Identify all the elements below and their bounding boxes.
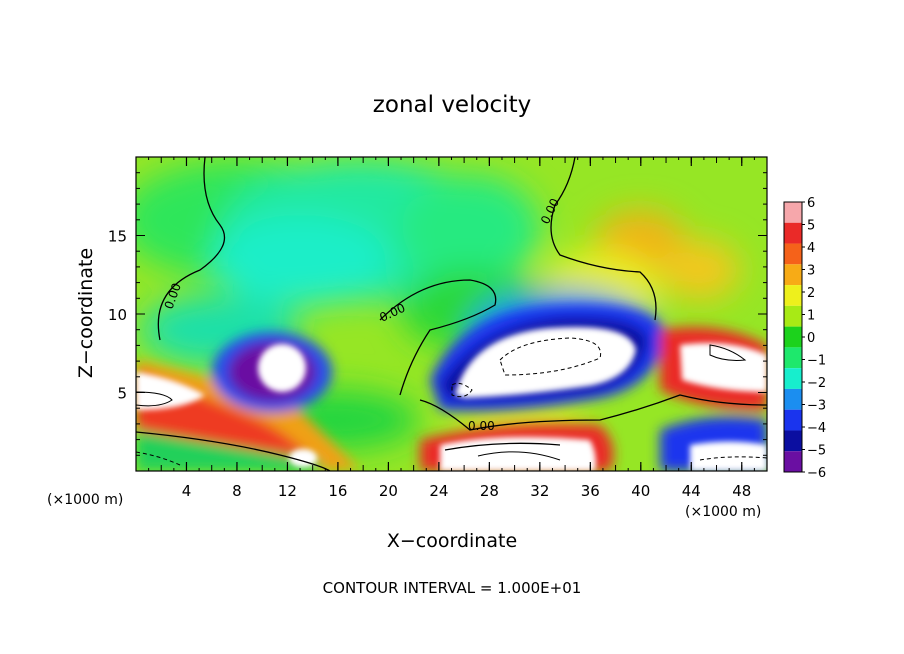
x-tick-label: 40 (631, 482, 650, 500)
colorbar-cell (784, 451, 802, 472)
y-axis-label: Z−coordinate (75, 248, 97, 378)
contour-label: 0.00 (468, 419, 495, 433)
colorbar-cell (784, 347, 802, 369)
colorbar-tick-label: 1 (807, 309, 815, 324)
heatmap-field (136, 157, 767, 471)
colorbar-tick-label: −4 (807, 421, 826, 436)
colorbar-cell (784, 222, 802, 244)
colorbar-tick-label: 4 (807, 241, 815, 256)
colorbar-tick-label: 6 (807, 196, 815, 211)
colorbar-cell (784, 264, 802, 286)
y-tick-label: 5 (117, 385, 127, 403)
colorbar-cell (784, 430, 802, 452)
x-tick-label: 24 (429, 482, 448, 500)
y-tick-label: 10 (108, 306, 127, 324)
x-tick-label: 32 (530, 482, 549, 500)
x-tick-label: 20 (379, 482, 398, 500)
x-tick-label: 12 (278, 482, 297, 500)
x-tick-label: 8 (232, 482, 242, 500)
x-tick-label: 36 (581, 482, 600, 500)
colorbar-cell (784, 326, 802, 348)
x-unit-left: (×1000 m) (47, 492, 123, 508)
colorbar-tick-label: 2 (807, 286, 815, 301)
y-tick-label: 15 (108, 228, 127, 246)
colorbar-tick-label: −1 (807, 354, 826, 369)
colorbar-tick-label: 0 (807, 331, 815, 346)
colorbar-cell (784, 368, 802, 389)
x-axis: 4 8 12 16 20 24 28 32 36 40 44 48 (148, 157, 755, 500)
colorbar: 6 5 4 3 2 1 0 −1 −2 −3 −4 −5 −6 (783, 196, 826, 481)
colorbar-tick-label: 5 (807, 219, 815, 234)
y-axis: 5 10 15 (108, 172, 767, 456)
colorbar-cell (784, 202, 802, 223)
colorbar-cell (784, 388, 802, 410)
chart-title: zonal velocity (373, 92, 531, 118)
colorbar-tick-label: −3 (807, 399, 826, 414)
x-tick-label: 4 (182, 482, 192, 500)
colorbar-cell (784, 305, 802, 327)
colorbar-cell (784, 243, 802, 265)
contour-interval-note: CONTOUR INTERVAL = 1.000E+01 (323, 579, 582, 597)
colorbar-tick-label: −2 (807, 376, 826, 391)
colorbar-tick-label: −6 (807, 466, 826, 481)
x-tick-label: 16 (328, 482, 347, 500)
colorbar-cell (784, 285, 802, 306)
colorbar-tick-label: −5 (807, 444, 826, 459)
x-tick-label: 28 (480, 482, 499, 500)
x-unit-right: (×1000 m) (685, 504, 761, 520)
x-tick-label: 48 (732, 482, 751, 500)
x-axis-label: X−coordinate (387, 530, 517, 552)
colorbar-cell (784, 409, 802, 431)
x-tick-label: 44 (682, 482, 701, 500)
colorbar-tick-label: 3 (807, 264, 815, 279)
